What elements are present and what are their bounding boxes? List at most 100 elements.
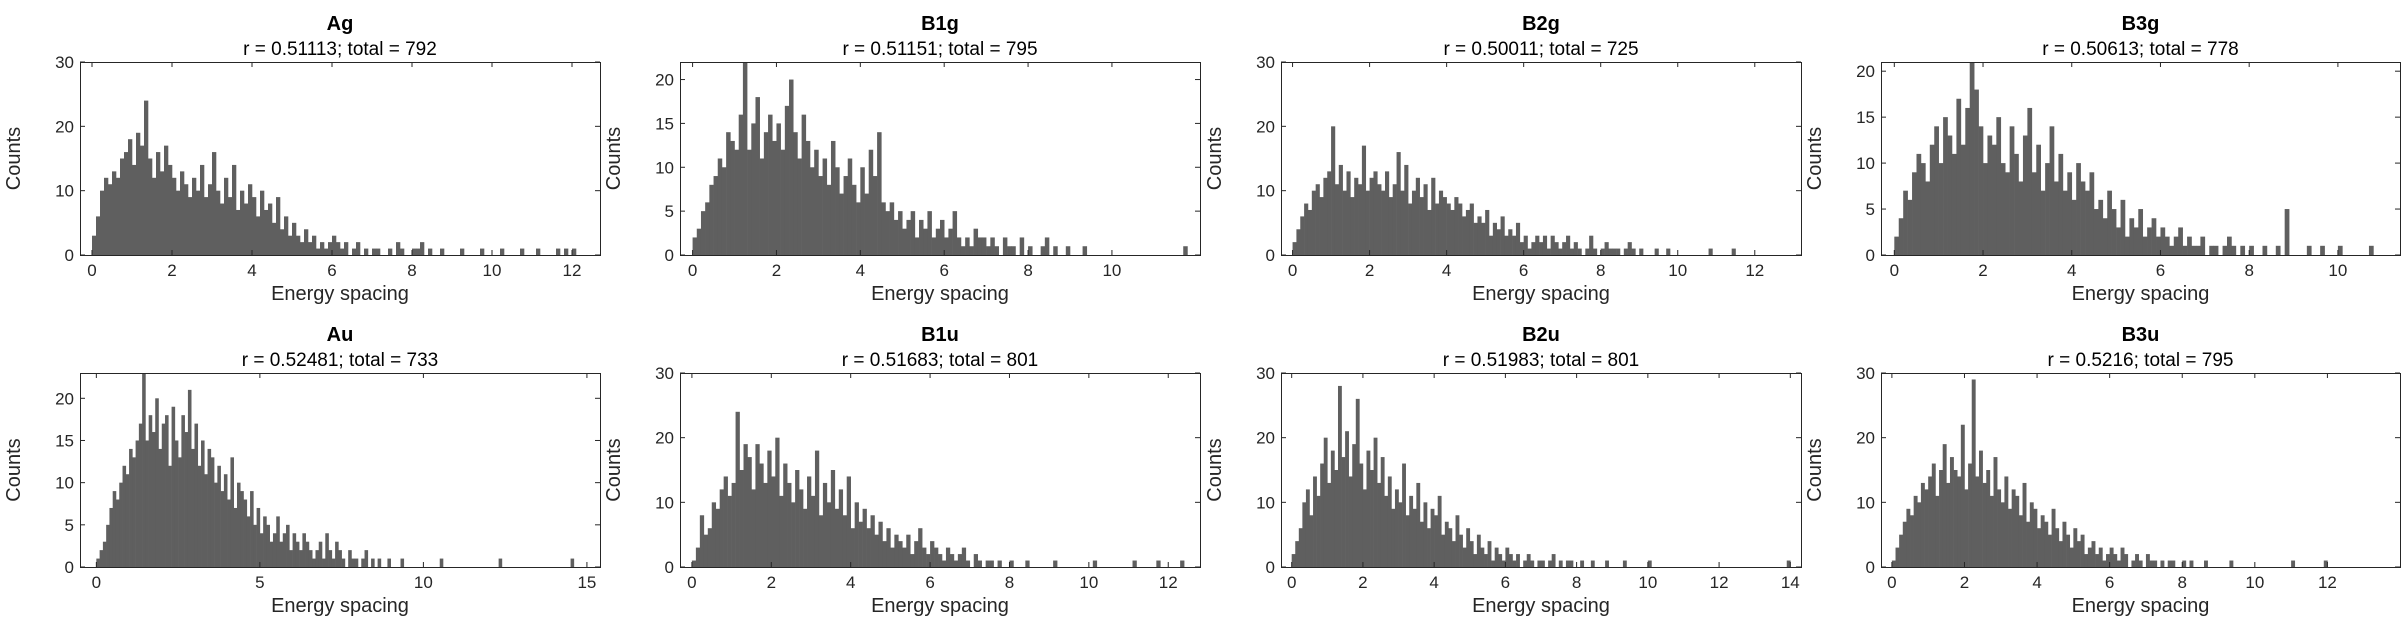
histogram-bar <box>1894 236 1900 255</box>
histogram-bar <box>877 132 882 255</box>
histogram-bar <box>1969 62 1975 255</box>
histogram-bar <box>1946 482 1951 567</box>
panel-b1u: B1u r = 0.51683; total = 801 0 2 4 6 8 10 12 0 10 2… <box>603 324 1201 617</box>
y-tick-label: 15 <box>1856 108 1875 127</box>
histogram-bar <box>2022 135 2028 255</box>
panel-subtitle: r = 0.51683; total = 801 <box>842 350 1039 371</box>
histogram-bar <box>1585 248 1590 255</box>
x-tick-label: 0 <box>1890 261 1899 280</box>
histogram-bar <box>2087 547 2092 567</box>
histogram-bar <box>2102 560 2107 567</box>
histogram-bar <box>236 482 241 567</box>
histogram-bar <box>1554 242 1559 255</box>
histogram-bar <box>572 248 577 255</box>
histogram-bar <box>223 474 228 567</box>
histogram-bar <box>1913 495 1918 567</box>
histogram-bar <box>751 123 756 255</box>
histogram-bar <box>1504 235 1509 255</box>
histogram-bar <box>187 389 192 567</box>
panel-title: Ag <box>327 13 354 35</box>
histogram-bar <box>243 499 248 567</box>
histogram-bar <box>2084 554 2089 567</box>
x-tick-label: 5 <box>255 573 264 592</box>
histogram-bar <box>1380 457 1385 567</box>
histogram-bar <box>165 415 169 567</box>
histogram-bar <box>439 558 444 567</box>
x-tick-label: 4 <box>247 261 256 280</box>
panel-title: B1u <box>921 324 959 346</box>
histogram-bar <box>973 554 979 567</box>
x-tick-label: 0 <box>1288 261 1297 280</box>
histogram-bar <box>826 184 832 255</box>
histogram-bar <box>771 476 776 567</box>
y-tick-label: 20 <box>1256 429 1275 448</box>
histogram-bar <box>304 229 309 255</box>
histogram-bar <box>1361 145 1367 255</box>
histogram-bar <box>1338 164 1343 255</box>
histogram-bar <box>881 202 886 255</box>
histogram-bar <box>1481 222 1486 255</box>
histogram-bar <box>1916 153 1922 255</box>
histogram-bar <box>1600 248 1605 255</box>
histogram-bar <box>1400 190 1405 255</box>
histogram-bar <box>1731 248 1736 255</box>
histogram-bar <box>2169 245 2175 255</box>
histogram-bar <box>1968 463 1973 567</box>
histogram-bar <box>181 415 185 567</box>
histogram-bar <box>930 541 935 567</box>
panel-subtitle: r = 0.52481; total = 733 <box>242 350 439 371</box>
histogram-bar <box>115 499 120 567</box>
histogram-bar <box>870 515 875 567</box>
x-tick-label: 10 <box>1079 573 1098 592</box>
histogram-bar <box>1385 171 1390 255</box>
histogram-bar <box>2062 521 2067 567</box>
histogram-bar <box>1002 237 1008 255</box>
histogram-bar <box>1519 242 1524 255</box>
histogram-bar <box>1391 508 1396 567</box>
histogram-bar <box>2167 560 2172 567</box>
histogram-bar <box>164 145 169 255</box>
histogram-bar <box>830 140 836 255</box>
histogram-bar <box>2093 209 2099 255</box>
y-tick-label: 0 <box>1266 246 1275 265</box>
histogram-bar <box>260 190 265 255</box>
histogram-bar <box>1975 476 1980 567</box>
histogram-bar <box>2076 541 2081 567</box>
histogram-bar <box>1298 528 1303 567</box>
histogram-bar <box>700 211 706 255</box>
histogram-bar <box>914 541 919 567</box>
histogram-bar <box>1466 528 1471 567</box>
histogram-bar <box>1381 190 1386 255</box>
histogram-bar <box>2149 560 2154 567</box>
histogram-bar <box>2033 508 2038 567</box>
y-tick-label: 0 <box>1866 246 1875 265</box>
x-tick-label: 2 <box>772 261 781 280</box>
histogram-bar <box>1501 560 1506 567</box>
histogram-bar <box>194 423 199 567</box>
histogram-bar <box>997 560 1002 567</box>
histogram-bar <box>331 558 336 567</box>
histogram-bar <box>1388 197 1393 255</box>
y-axis-label: Counts <box>1204 438 1226 501</box>
histogram-bar <box>885 211 890 255</box>
histogram-bar <box>1044 237 1050 255</box>
histogram-bar <box>176 190 181 255</box>
histogram-bar <box>259 533 264 567</box>
histogram-bar <box>1516 554 1520 567</box>
histogram-bar <box>847 158 853 255</box>
histogram-bar <box>480 248 485 255</box>
histogram-bar <box>1562 242 1567 255</box>
histogram-bar <box>168 465 172 567</box>
x-tick-label: 0 <box>687 573 696 592</box>
histogram-bar <box>197 465 202 567</box>
panel-title: B3u <box>2122 324 2160 346</box>
histogram-bar <box>361 558 365 567</box>
histogram-bar <box>1480 547 1485 567</box>
histogram-bar <box>1438 190 1444 255</box>
histogram-bar <box>1627 242 1632 255</box>
histogram-bar <box>898 211 903 255</box>
histogram-bar <box>1906 508 1911 567</box>
histogram-bar <box>793 132 798 255</box>
histogram-bar <box>1489 235 1494 255</box>
histogram-bar <box>256 216 261 255</box>
